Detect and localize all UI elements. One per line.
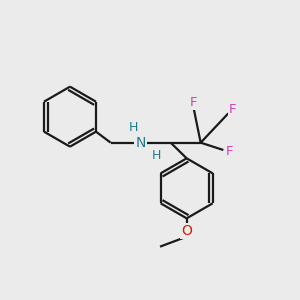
Text: H: H — [152, 149, 161, 162]
Text: F: F — [226, 145, 233, 158]
Text: F: F — [229, 103, 236, 116]
Text: F: F — [190, 96, 197, 109]
Text: H: H — [129, 121, 138, 134]
Text: N: N — [136, 136, 146, 150]
Text: O: O — [181, 224, 192, 238]
